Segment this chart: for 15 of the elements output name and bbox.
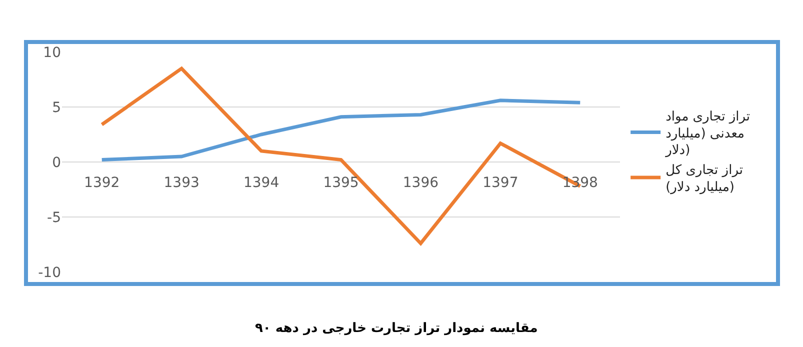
x-tick-label: 1397 xyxy=(482,175,518,191)
text: مقایسه نمودار تراز تجارت خارجی در دهه ۹۰ xyxy=(255,321,538,336)
x-tick-label: 1393 xyxy=(164,175,200,191)
line-series xyxy=(100,98,582,162)
legend-label: تراز تجاری کل (میلیارد دلار) xyxy=(666,163,744,196)
y-tick-label: 0 xyxy=(52,154,61,171)
y-tick-label: -5 xyxy=(47,210,61,226)
x-tick-label: 1394 xyxy=(243,175,280,191)
legend-label: تراز تجاری مواد معدنی (میلیارد دلار) xyxy=(664,109,750,158)
y-tick-label: 5 xyxy=(52,100,61,116)
y-tick-label: 10 xyxy=(43,44,61,61)
x-tick-label: 1395 xyxy=(323,175,359,191)
y-tick-label: -10 xyxy=(38,264,61,281)
x-tick-label: 1396 xyxy=(402,175,439,191)
x-tick-label: 1392 xyxy=(84,175,120,191)
